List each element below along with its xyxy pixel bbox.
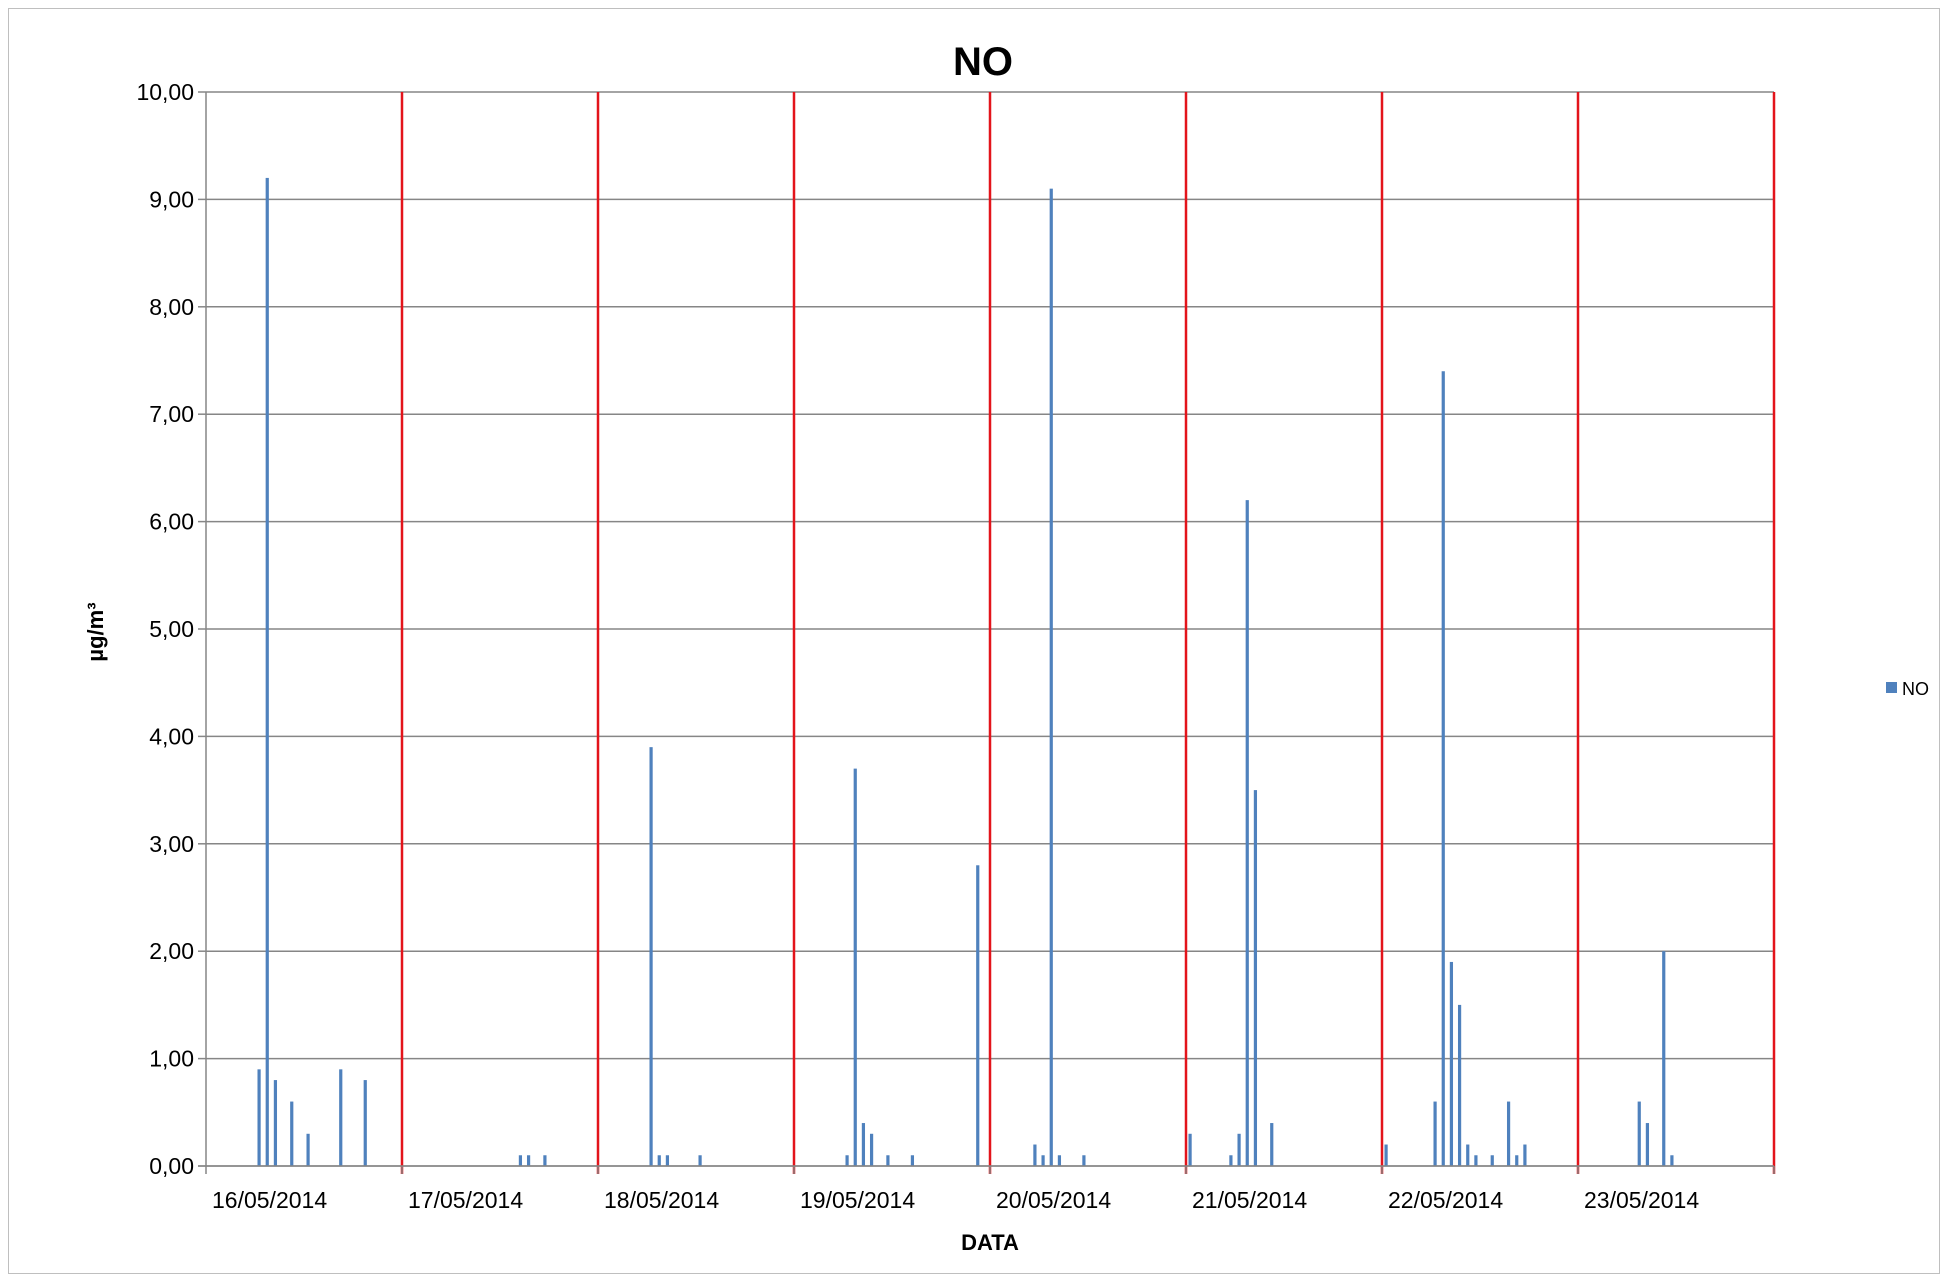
bar — [265, 177, 269, 1167]
bar — [1041, 1155, 1045, 1166]
y-tick-label: 8,00 — [149, 294, 194, 320]
bar — [869, 1133, 874, 1166]
x-axis-label: DATA — [961, 1230, 1019, 1255]
x-tick-label: 18/05/2014 — [604, 1187, 719, 1213]
bar — [257, 1069, 261, 1166]
y-tick-label: 4,00 — [149, 723, 194, 749]
axes — [198, 91, 1775, 1174]
bar — [1637, 1101, 1641, 1166]
bar — [1474, 1155, 1478, 1166]
y-tick-label: 0,00 — [149, 1153, 194, 1179]
y-tick-label: 7,00 — [149, 401, 194, 427]
bar — [1506, 1101, 1511, 1166]
bar — [1057, 1155, 1062, 1166]
x-tick-label: 22/05/2014 — [1388, 1187, 1503, 1213]
x-tick-label: 23/05/2014 — [1584, 1187, 1699, 1213]
legend-label: NO — [1902, 679, 1929, 699]
bar — [526, 1155, 531, 1166]
chart-title: NO — [953, 40, 1013, 84]
bar — [1645, 1123, 1650, 1166]
bar — [1082, 1155, 1086, 1166]
bar — [1457, 1004, 1462, 1166]
bar — [1441, 371, 1445, 1166]
x-tick-label: 20/05/2014 — [996, 1187, 1111, 1213]
bar — [273, 1080, 278, 1166]
bar — [1466, 1144, 1470, 1166]
bar — [1033, 1144, 1037, 1166]
bar — [1523, 1144, 1527, 1166]
bar — [845, 1155, 849, 1166]
bar — [1433, 1101, 1437, 1166]
bar — [363, 1080, 367, 1166]
x-tick-label: 17/05/2014 — [408, 1187, 523, 1213]
y-tick-label: 1,00 — [149, 1046, 194, 1072]
y-tick-labels: 0,00 1,00 2,00 3,00 4,00 5,00 6,00 7,00 8,00 9,00… — [136, 79, 194, 1179]
bar — [886, 1155, 890, 1166]
legend: NO — [1886, 679, 1929, 699]
bar — [1188, 1133, 1192, 1166]
bar — [649, 747, 653, 1166]
x-tick-label: 16/05/2014 — [212, 1187, 327, 1213]
bar — [1237, 1133, 1241, 1166]
x-tick-labels: 16/05/2014 17/05/2014 18/05/2014 19/05/2014… — [212, 1187, 1699, 1213]
bar — [1049, 188, 1053, 1166]
bar — [665, 1155, 670, 1166]
bar — [518, 1155, 523, 1166]
x-tick-label: 19/05/2014 — [800, 1187, 915, 1213]
y-tick-label: 3,00 — [149, 831, 194, 857]
bar — [853, 768, 857, 1166]
y-tick-label: 5,00 — [149, 616, 194, 642]
bar — [1449, 961, 1454, 1166]
legend-swatch — [1886, 682, 1897, 693]
bar — [1670, 1155, 1674, 1166]
bar — [657, 1155, 661, 1166]
bar — [976, 865, 980, 1166]
y-tick-label: 9,00 — [149, 186, 194, 212]
bar — [861, 1123, 866, 1166]
y-tick-label: 10,00 — [136, 79, 194, 105]
bar — [339, 1069, 343, 1166]
bar — [1515, 1155, 1519, 1166]
bar — [698, 1155, 702, 1166]
chart-frame — [8, 8, 1940, 1274]
y-tick-label: 6,00 — [149, 509, 194, 535]
y-tick-label: 2,00 — [149, 938, 194, 964]
x-tick-label: 21/05/2014 — [1192, 1187, 1307, 1213]
bar — [1384, 1144, 1388, 1166]
day-separators — [400, 92, 1776, 1174]
bar — [306, 1133, 310, 1166]
bar — [290, 1101, 294, 1166]
bar — [1270, 1123, 1274, 1166]
y-axis-label: µg/m³ — [83, 602, 108, 661]
bar — [543, 1155, 547, 1166]
bar — [1229, 1155, 1233, 1166]
bar — [1490, 1155, 1494, 1166]
bars — [257, 177, 1674, 1167]
bar — [1245, 500, 1249, 1166]
bar — [1662, 951, 1666, 1166]
bar — [910, 1155, 915, 1166]
bar — [1253, 790, 1258, 1166]
